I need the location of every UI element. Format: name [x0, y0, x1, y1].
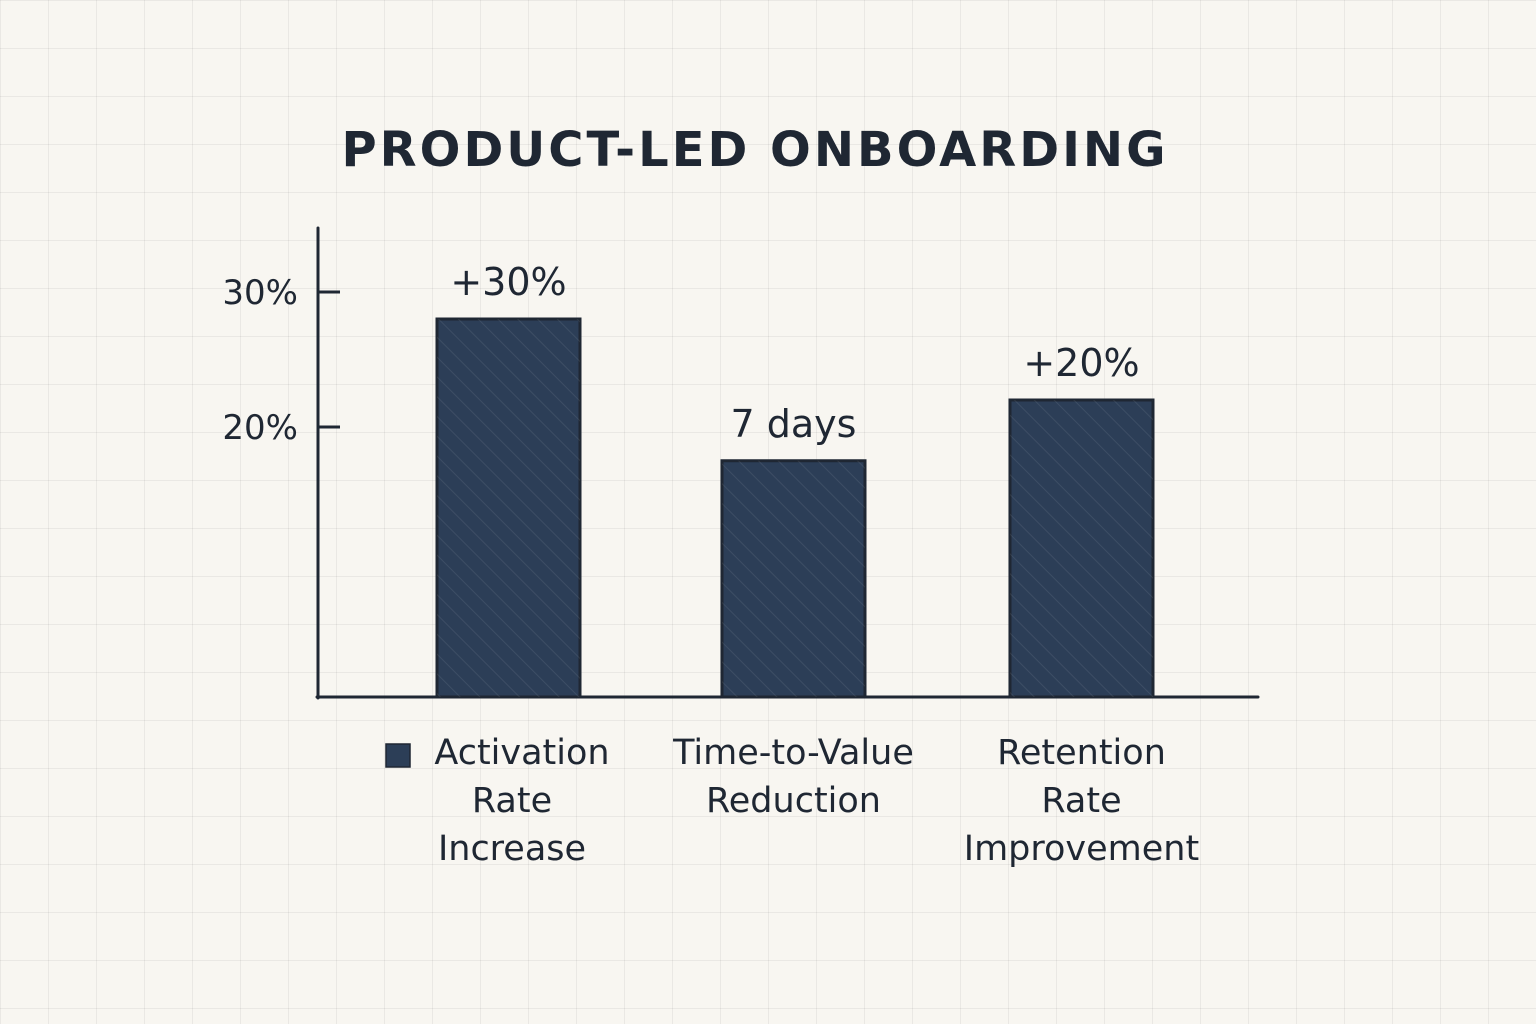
x-tick-label: Activation [434, 733, 609, 773]
bar-texture [722, 460, 865, 697]
x-tick-label: Improvement [964, 829, 1199, 869]
chart-title: PRODUCT-LED ONBOARDING [342, 122, 1169, 178]
bar-texture [437, 319, 580, 697]
x-tick-label: Time-to-Value [672, 733, 914, 773]
data-label: 7 days [731, 402, 857, 446]
x-tick-label: Rate [472, 781, 552, 821]
data-label: +20% [1023, 341, 1139, 385]
x-tick-label: Rate [1041, 781, 1121, 821]
x-tick-label: Retention [997, 733, 1166, 773]
bar-texture [1010, 400, 1153, 697]
data-label: +30% [450, 260, 566, 304]
x-tick-label: Increase [438, 829, 586, 869]
legend-marker [385, 743, 411, 768]
plot-area: 20% 30% +30% Activation Rate Increase 7 days Ti… [222, 226, 1260, 869]
y-tick-label: 20% [222, 408, 298, 448]
x-tick-label: Reduction [706, 781, 881, 821]
y-tick-label: 30% [222, 273, 298, 313]
